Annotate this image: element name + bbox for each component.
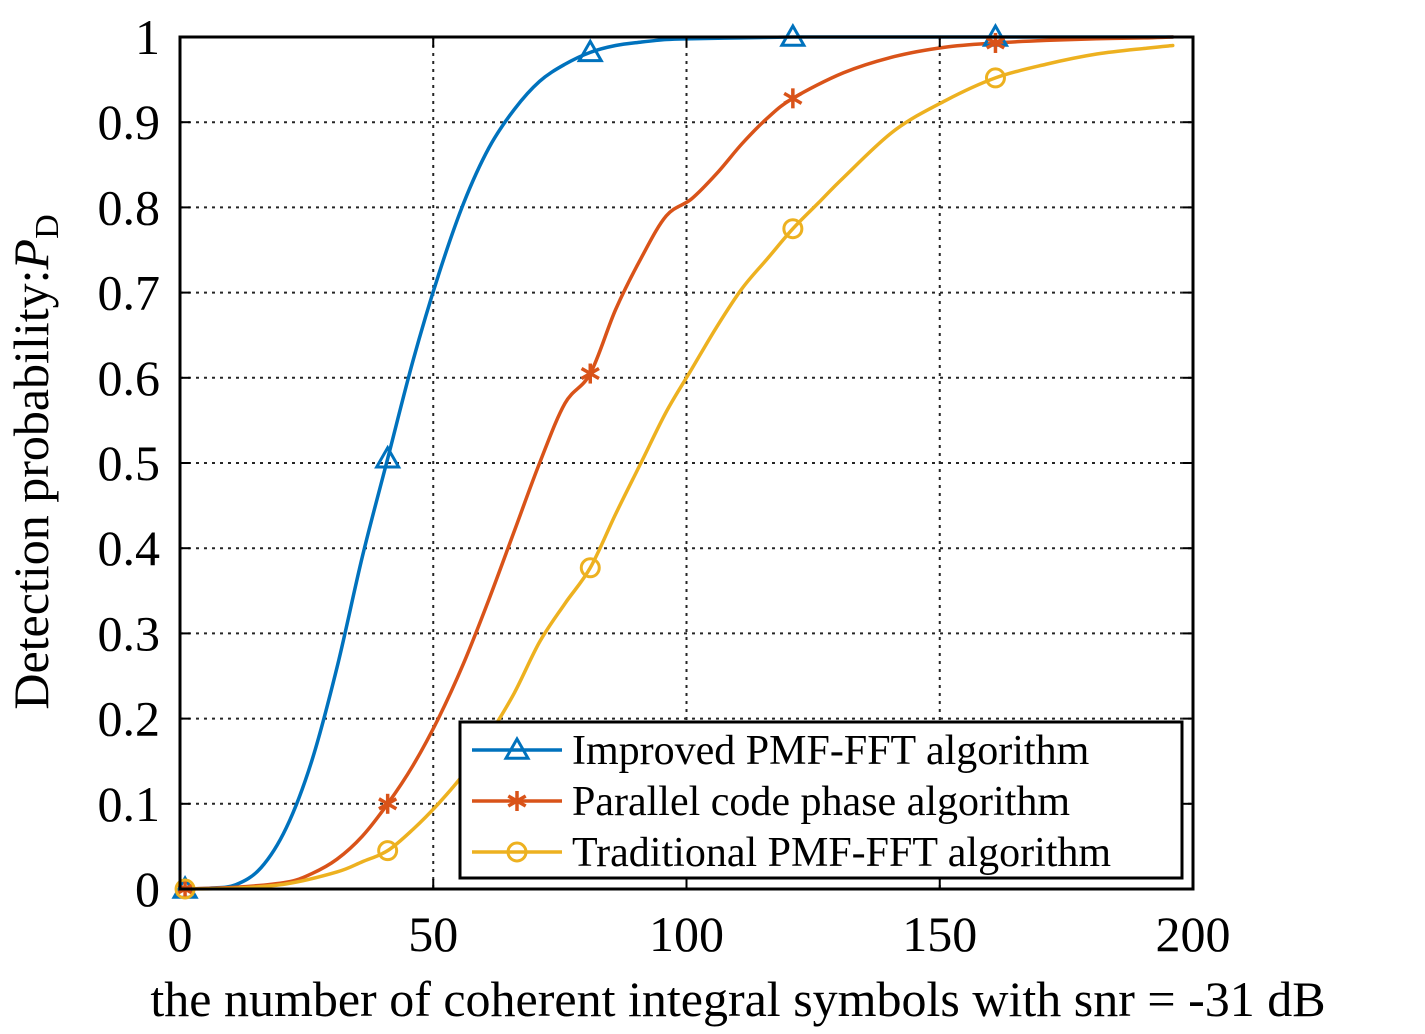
- y-axis-label-subscript: D: [29, 214, 66, 239]
- data-point-improved-pmf-fft-algorithm: [374, 444, 402, 469]
- circle-marker-shape: [579, 557, 601, 579]
- y-tick-label: 0.8: [98, 179, 161, 235]
- data-point-parallel-code-phase-algorithm: [378, 793, 398, 814]
- asterisk-marker-stroke: [507, 794, 527, 808]
- circle-marker-shape: [782, 218, 804, 240]
- legend-entry-traditional-pmf-fft-algorithm: Traditional PMF-FFT algorithm: [472, 830, 1111, 876]
- axis-ticks: 0 50 100 150 200 0 0.1 0.2 0.3 0.4 0.5 0.6 0.7 0.8 0.9…: [98, 9, 1231, 962]
- y-tick-label: 0.7: [98, 265, 161, 321]
- y-axis-label-main: Detection probability:: [3, 269, 59, 709]
- asterisk-marker-stroke: [580, 367, 600, 381]
- y-tick-label: 0.6: [98, 350, 161, 406]
- data-point-improved-pmf-fft-algorithm: [576, 38, 604, 63]
- triangle-marker-shape: [374, 444, 402, 469]
- series-line-traditional-pmf-fft-algorithm: [183, 43, 1175, 891]
- y-tick-label: 0.5: [98, 435, 161, 491]
- asterisk-marker-stroke: [985, 36, 1006, 50]
- legend-box: [458, 720, 1184, 880]
- legend-label: Traditional PMF-FFT algorithm: [572, 830, 1111, 876]
- y-tick-label: 0: [135, 861, 160, 917]
- x-axis-label: the number of coherent integral symbols …: [150, 971, 1325, 1027]
- series-line-parallel-code-phase-algorithm: [183, 35, 1175, 891]
- data-point-parallel-code-phase-algorithm: [580, 363, 600, 384]
- x-tick-label: 200: [1156, 906, 1231, 962]
- legend-marker-sample: [503, 735, 531, 760]
- legend-label: Improved PMF-FFT algorithm: [572, 728, 1090, 774]
- y-tick-label: 1: [135, 9, 160, 65]
- circle-marker-shape: [984, 67, 1006, 89]
- x-tick-label: 50: [408, 906, 458, 962]
- y-tick-label: 0.2: [98, 691, 161, 747]
- y-tick-label: 0.1: [98, 776, 161, 832]
- data-point-traditional-pmf-fft-algorithm: [984, 67, 1006, 89]
- triangle-marker-shape: [503, 735, 531, 760]
- x-tick-label: 150: [902, 906, 977, 962]
- data-point-traditional-pmf-fft-algorithm: [377, 840, 399, 862]
- data-point-traditional-pmf-fft-algorithm: [782, 218, 804, 240]
- asterisk-marker-stroke: [783, 91, 803, 105]
- legend-marker-sample: [507, 791, 527, 811]
- x-tick-label: 100: [649, 906, 724, 962]
- legend: Improved PMF-FFT algorithm Parallel code …: [458, 720, 1184, 880]
- legend-entry-improved-pmf-fft-algorithm: Improved PMF-FFT algorithm: [472, 728, 1090, 774]
- y-axis-label: Detection probability:PD: [3, 214, 66, 709]
- asterisk-marker-stroke: [378, 797, 398, 811]
- legend-label: Parallel code phase algorithm: [572, 779, 1070, 825]
- x-tick-label: 0: [168, 906, 193, 962]
- y-tick-label: 0.3: [98, 605, 161, 661]
- data-point-traditional-pmf-fft-algorithm: [579, 557, 601, 579]
- legend-entry-parallel-code-phase-algorithm: Parallel code phase algorithm: [472, 779, 1070, 825]
- legend-marker-sample: [506, 841, 528, 863]
- y-tick-label: 0.4: [98, 520, 161, 576]
- y-tick-label: 0.9: [98, 94, 161, 150]
- circle-marker-shape: [506, 841, 528, 863]
- y-axis-label-symbol: P: [3, 239, 59, 271]
- triangle-marker-shape: [576, 38, 604, 63]
- circle-marker-shape: [377, 840, 399, 862]
- data-point-parallel-code-phase-algorithm: [783, 88, 803, 109]
